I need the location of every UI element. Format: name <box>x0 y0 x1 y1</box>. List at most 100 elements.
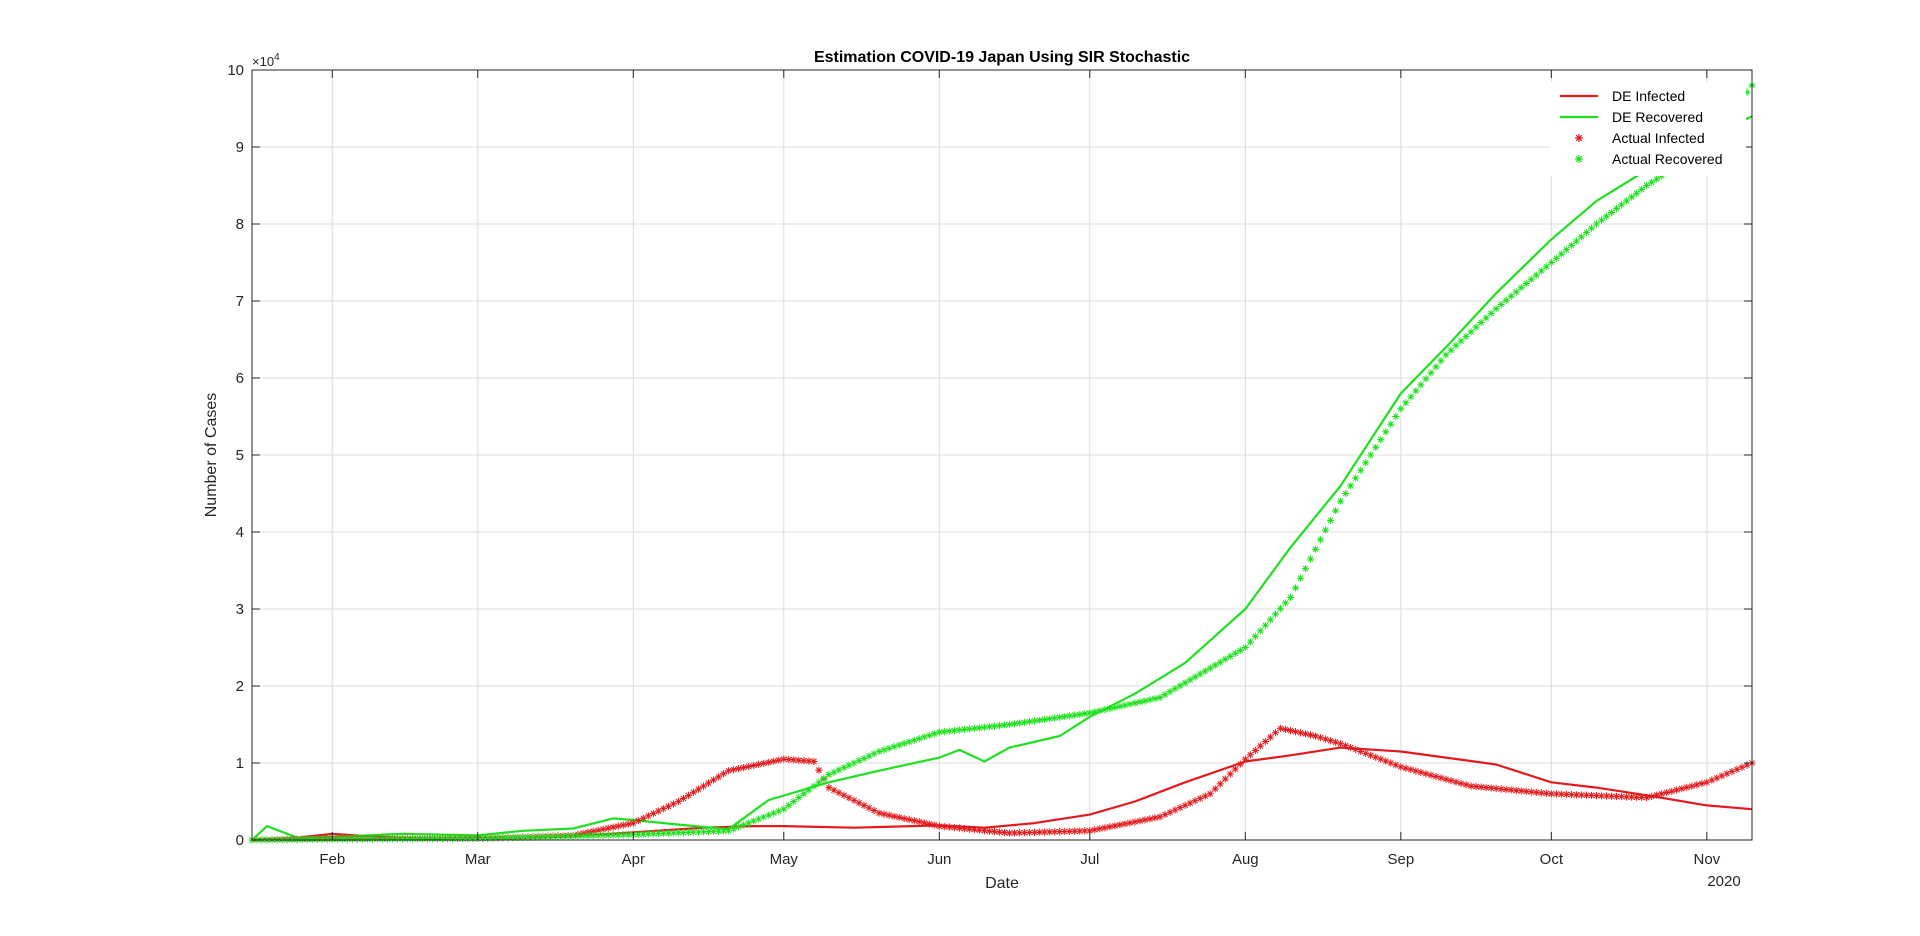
y-tick-label: 3 <box>236 601 244 618</box>
data-point-actual-infected <box>1442 775 1450 783</box>
data-point-actual-infected <box>1337 740 1345 748</box>
data-point-actual-infected <box>1156 813 1164 821</box>
data-point-actual-infected <box>865 804 873 812</box>
data-point-actual-infected <box>1412 767 1420 775</box>
data-point-actual-infected <box>1663 788 1671 797</box>
data-point-actual-recovered <box>554 832 562 841</box>
data-point-actual-recovered <box>1402 399 1410 407</box>
legend-label-actual-infected: Actual Infected <box>1612 130 1705 146</box>
data-point-actual-infected <box>1567 791 1575 799</box>
data-point-actual-infected <box>1602 792 1611 800</box>
data-point-actual-recovered <box>1031 717 1039 725</box>
data-point-actual-infected <box>634 817 642 825</box>
data-point-actual-recovered <box>338 835 346 843</box>
data-point-actual-infected <box>735 765 743 773</box>
data-point-actual-recovered <box>313 835 321 843</box>
data-point-actual-infected <box>1236 760 1244 768</box>
data-point-actual-recovered <box>810 782 818 790</box>
data-point-actual-recovered <box>750 817 758 825</box>
data-point-actual-recovered <box>1442 351 1450 359</box>
data-point-actual-infected <box>1487 784 1495 792</box>
data-point-actual-recovered <box>1377 436 1385 444</box>
data-point-actual-infected <box>1397 763 1405 771</box>
x-tick-label: Oct <box>1540 851 1564 868</box>
data-point-actual-recovered <box>1612 205 1621 213</box>
data-point-actual-recovered <box>559 832 567 840</box>
data-point-actual-infected <box>1146 815 1154 823</box>
data-point-actual-infected <box>684 791 693 799</box>
data-point-actual-infected <box>1291 728 1300 736</box>
data-point-actual-recovered <box>1020 718 1029 726</box>
data-point-actual-recovered <box>674 829 683 837</box>
data-point-actual-recovered <box>1311 545 1320 553</box>
data-point-actual-recovered <box>1291 584 1300 592</box>
data-point-actual-infected <box>1126 819 1134 827</box>
data-point-actual-infected <box>880 810 888 818</box>
data-point-actual-recovered <box>574 832 582 840</box>
data-point-actual-recovered <box>1648 178 1656 186</box>
data-point-actual-recovered <box>534 833 542 841</box>
data-point-actual-infected <box>1592 792 1601 800</box>
legend-swatch-actual-infected <box>1575 134 1583 142</box>
data-point-actual-infected <box>1382 757 1390 765</box>
data-point-actual-infected <box>905 815 913 824</box>
data-point-actual-infected <box>920 819 928 827</box>
data-point-actual-infected <box>935 822 943 830</box>
data-point-actual-infected <box>1226 770 1234 778</box>
data-point-actual-recovered <box>609 831 617 839</box>
data-point-actual-recovered <box>1091 708 1099 716</box>
data-point-actual-recovered <box>388 835 397 843</box>
data-point-actual-recovered <box>1226 652 1234 660</box>
data-point-actual-infected <box>629 819 637 827</box>
data-point-actual-infected <box>1231 765 1239 773</box>
y-tick-label: 4 <box>236 524 244 541</box>
data-point-actual-recovered <box>1146 696 1154 704</box>
data-point-actual-recovered <box>1537 267 1545 275</box>
data-point-actual-infected <box>1066 827 1074 835</box>
data-point-actual-infected <box>870 806 878 815</box>
data-point-actual-recovered <box>825 770 833 779</box>
data-point-actual-infected <box>1036 828 1044 836</box>
data-point-actual-infected <box>845 794 853 802</box>
data-point-actual-infected <box>1597 792 1606 800</box>
data-point-actual-infected <box>1733 765 1741 774</box>
data-point-actual-recovered <box>1497 300 1505 309</box>
data-point-actual-recovered <box>398 835 407 843</box>
data-point-actual-infected <box>1286 726 1295 735</box>
data-point-actual-infected <box>1512 786 1520 795</box>
data-point-actual-infected <box>740 763 748 772</box>
data-point-actual-recovered <box>1251 632 1259 640</box>
data-point-actual-infected <box>1221 775 1229 783</box>
data-point-actual-infected <box>1116 821 1124 829</box>
data-point-actual-recovered <box>699 828 708 836</box>
data-point-actual-infected <box>1462 781 1470 789</box>
data-point-actual-infected <box>1311 732 1320 740</box>
data-point-actual-recovered <box>1432 363 1440 371</box>
data-point-actual-infected <box>1241 755 1249 763</box>
data-point-actual-infected <box>1728 767 1736 776</box>
data-point-actual-infected <box>1306 731 1315 739</box>
data-point-actual-infected <box>659 805 667 813</box>
legend-item-de-recovered: DE Recovered <box>1560 109 1703 125</box>
data-point-actual-recovered <box>950 726 958 735</box>
data-point-actual-infected <box>1211 785 1219 793</box>
data-point-actual-recovered <box>835 766 843 774</box>
data-point-actual-recovered <box>940 728 948 736</box>
data-point-actual-infected <box>1216 780 1224 788</box>
data-point-actual-recovered <box>735 823 743 831</box>
data-point-actual-infected <box>965 825 973 833</box>
data-point-actual-recovered <box>704 827 713 836</box>
data-point-actual-infected <box>1502 785 1510 794</box>
x-axis-label: Date <box>985 875 1019 892</box>
data-point-actual-infected <box>1101 824 1109 832</box>
data-point-actual-infected <box>1633 793 1641 801</box>
data-point-actual-recovered <box>1462 332 1470 341</box>
data-point-actual-infected <box>1041 828 1049 836</box>
data-point-actual-infected <box>1628 793 1636 801</box>
data-point-actual-recovered <box>1171 685 1179 693</box>
data-point-actual-recovered <box>1316 536 1325 544</box>
data-point-actual-recovered <box>449 834 457 843</box>
data-point-actual-recovered <box>1392 412 1400 421</box>
data-point-actual-recovered <box>1015 719 1024 727</box>
data-point-actual-recovered <box>604 831 612 839</box>
